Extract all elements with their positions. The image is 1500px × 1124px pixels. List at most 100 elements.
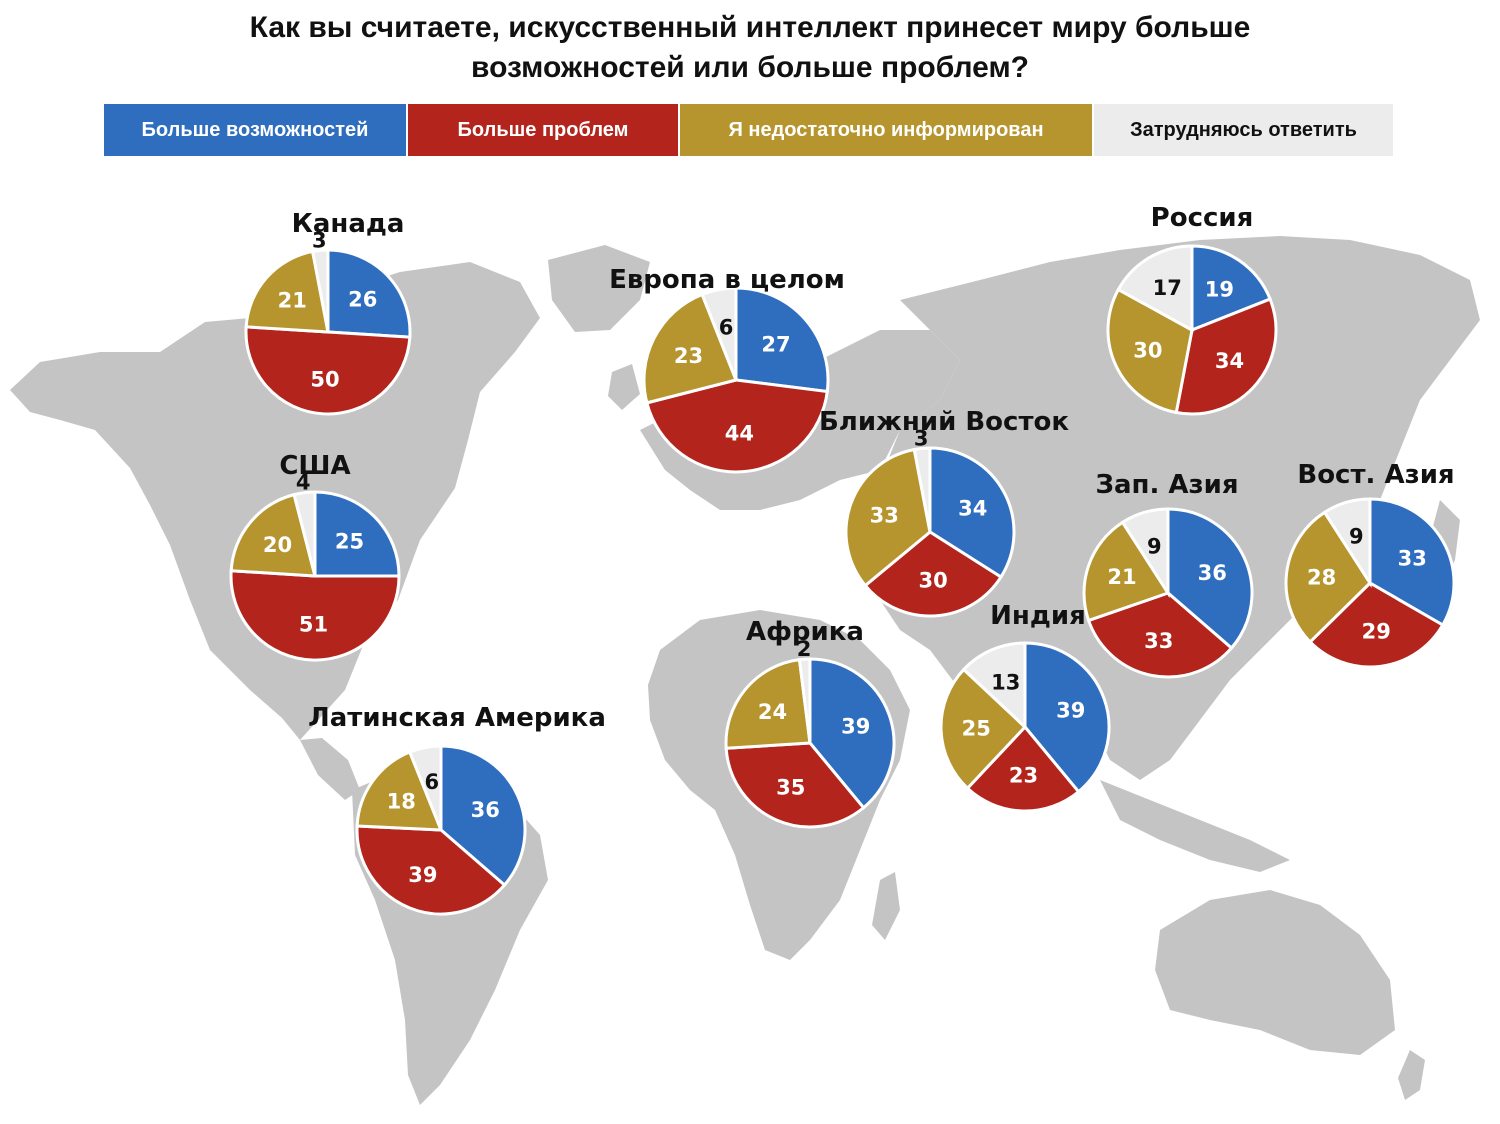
pie-6-slice-label-0: 39 bbox=[1056, 699, 1085, 723]
pie-1-slice-label-1: 51 bbox=[299, 613, 328, 637]
pie-5-slice-label-1: 35 bbox=[776, 776, 805, 800]
pie-6-region-label: Индия bbox=[990, 601, 1086, 631]
pie-7-slice-0 bbox=[1190, 244, 1273, 333]
chart-title: Как вы считаете, искусственный интеллект… bbox=[249, 11, 1251, 84]
pie-0-slice-label-3: 3 bbox=[312, 228, 327, 252]
pie-2-region-label: Латинская Америка bbox=[308, 703, 606, 733]
pie-5-region-label: Африка bbox=[746, 617, 864, 647]
pie-7-slice-2 bbox=[1106, 287, 1194, 415]
landmass-new-zealand bbox=[1398, 1050, 1425, 1100]
legend-item-1: Больше проблем bbox=[408, 104, 680, 156]
pie-8-region-label: Зап. Азия bbox=[1095, 470, 1238, 500]
pie-3: 27 44 23 6 Европа в целом bbox=[609, 265, 845, 474]
pie-9-slice-2 bbox=[1284, 510, 1372, 645]
pie-1-slice-1 bbox=[229, 569, 401, 662]
pie-2-slice-label-0: 36 bbox=[471, 798, 500, 822]
pie-0-slice-label-2: 21 bbox=[278, 289, 307, 313]
pie-8-slice-label-3: 9 bbox=[1147, 534, 1162, 558]
pie-8-slice-3 bbox=[1120, 507, 1170, 599]
legend-item-3: Затрудняюсь ответить bbox=[1094, 104, 1395, 156]
pie-7-slice-label-0: 19 bbox=[1205, 278, 1234, 302]
pie-0-slice-label-1: 50 bbox=[310, 368, 339, 392]
pie-9-slice-label-1: 29 bbox=[1362, 619, 1391, 643]
landmass-madagascar bbox=[872, 872, 900, 940]
pie-9: 33 29 28 9 Вост. Азия bbox=[1284, 460, 1456, 669]
pie-6-slice-2 bbox=[939, 667, 1028, 791]
pie-2-slice-2 bbox=[355, 750, 444, 832]
pie-5-slice-3 bbox=[797, 657, 812, 744]
pie-7-slice-label-2: 30 bbox=[1133, 339, 1162, 363]
pie-5-slice-label-0: 39 bbox=[841, 715, 870, 739]
pie-0-slice-0 bbox=[326, 248, 412, 339]
pie-2-slice-label-2: 18 bbox=[387, 790, 416, 814]
pie-6-slice-0 bbox=[1023, 641, 1111, 794]
pie-6-slice-1 bbox=[965, 724, 1081, 813]
landmass-greenland bbox=[548, 245, 650, 332]
pie-3-slice-1 bbox=[645, 378, 829, 474]
pie-1-slice-label-0: 25 bbox=[335, 530, 364, 554]
pie-3-slice-label-0: 27 bbox=[761, 333, 790, 357]
pie-7-slice-1 bbox=[1174, 297, 1278, 416]
landmass-australia bbox=[1155, 890, 1395, 1055]
pie-1-region-label: США bbox=[279, 451, 350, 481]
pie-7-region-label: Россия bbox=[1151, 203, 1254, 233]
pie-6-slice-label-1: 23 bbox=[1009, 764, 1038, 788]
legend-item-2: Я недостаточно информирован bbox=[680, 104, 1094, 156]
pie-1-slice-3 bbox=[292, 490, 317, 577]
pie-4-slice-1 bbox=[863, 530, 1003, 618]
pie-6-slice-label-2: 25 bbox=[962, 717, 991, 741]
legend-item-0: Больше возможностей bbox=[104, 104, 408, 156]
pie-2-slice-1 bbox=[355, 824, 507, 916]
pie-8-slice-label-2: 21 bbox=[1107, 565, 1136, 589]
pie-7-slice-3 bbox=[1116, 244, 1194, 333]
pie-7-slice-label-1: 34 bbox=[1215, 349, 1244, 373]
pie-1-slice-2 bbox=[229, 492, 317, 578]
landmass-central-america bbox=[300, 738, 360, 800]
pie-3-slice-label-1: 44 bbox=[725, 421, 754, 445]
pie-2-slice-label-3: 6 bbox=[424, 770, 439, 794]
pie-8-slice-label-1: 33 bbox=[1144, 629, 1173, 653]
pie-0-slice-label-0: 26 bbox=[348, 287, 377, 311]
pie-5-slice-label-2: 24 bbox=[758, 700, 787, 724]
pie-9-slice-label-0: 33 bbox=[1398, 547, 1427, 571]
pie-2-slice-label-1: 39 bbox=[408, 863, 437, 887]
pie-4-slice-label-2: 33 bbox=[870, 504, 899, 528]
pie-2: 36 39 18 6 Латинская Америка bbox=[308, 703, 606, 916]
pie-5-slice-label-3: 2 bbox=[797, 637, 812, 661]
pie-2-slice-0 bbox=[439, 744, 527, 888]
pie-8-slice-1 bbox=[1086, 591, 1234, 679]
landmass-uk bbox=[608, 364, 640, 410]
pie-9-slice-label-3: 9 bbox=[1349, 524, 1364, 548]
pie-9-region-label: Вост. Азия bbox=[1297, 460, 1454, 490]
pie-8-slice-2 bbox=[1082, 520, 1171, 623]
pie-4-slice-label-0: 34 bbox=[958, 497, 987, 521]
pie-9-slice-label-2: 28 bbox=[1307, 566, 1336, 590]
pie-4-slice-label-1: 30 bbox=[918, 569, 947, 593]
pie-0-slice-2 bbox=[244, 249, 330, 334]
pie-1-slice-label-2: 20 bbox=[263, 533, 292, 557]
pie-7: 19 34 30 17 Россия bbox=[1106, 203, 1278, 416]
pie-3-slice-0 bbox=[734, 286, 830, 394]
pie-6-slice-3 bbox=[961, 641, 1027, 731]
pie-3-region-label: Европа в целом bbox=[609, 265, 845, 295]
pie-0-region-label: Канада bbox=[292, 209, 405, 239]
pie-7-slice-label-3: 17 bbox=[1153, 276, 1182, 300]
pie-1-slice-0 bbox=[313, 490, 401, 578]
pie-4-slice-2 bbox=[844, 447, 932, 588]
pie-4-slice-3 bbox=[912, 446, 932, 533]
pie-4-slice-label-3: 3 bbox=[914, 426, 929, 450]
pie-3-slice-label-2: 23 bbox=[674, 344, 703, 368]
pie-0-slice-3 bbox=[310, 248, 330, 333]
pie-4-region-label: Ближний Восток bbox=[819, 407, 1069, 437]
pie-0-slice-1 bbox=[244, 325, 412, 416]
pie-5-slice-0 bbox=[808, 657, 896, 810]
pie-9-slice-3 bbox=[1322, 497, 1372, 589]
pie-8-slice-0 bbox=[1166, 507, 1254, 651]
pie-6-slice-label-3: 13 bbox=[991, 670, 1020, 694]
pie-5-slice-2 bbox=[724, 657, 812, 750]
pie-8: 36 33 21 9 Зап. Азия bbox=[1082, 470, 1254, 679]
